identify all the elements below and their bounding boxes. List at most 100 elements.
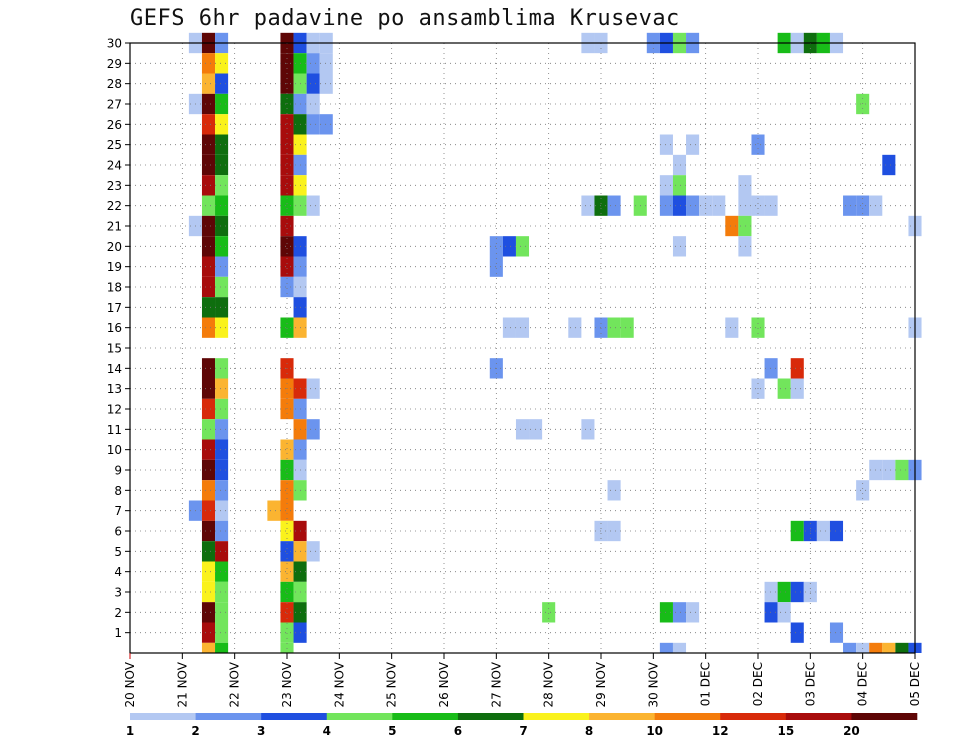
y-tick-label: 26 bbox=[107, 118, 122, 132]
heatmap-cell bbox=[882, 155, 895, 175]
heatmap-cell bbox=[817, 521, 830, 541]
x-tick-label: 05 DEC bbox=[908, 662, 922, 706]
heatmap-cell bbox=[202, 53, 215, 73]
heatmap-cell bbox=[215, 216, 228, 236]
heatmap-cell bbox=[307, 541, 320, 561]
heatmap-cell bbox=[202, 155, 215, 175]
colorbar-label: 1 bbox=[126, 724, 134, 738]
heatmap-cell bbox=[202, 501, 215, 521]
y-tick-label: 2 bbox=[114, 606, 122, 620]
heatmap-cell bbox=[215, 399, 228, 419]
heatmap-cell bbox=[280, 135, 293, 155]
heatmap-cell bbox=[202, 419, 215, 439]
y-tick-label: 11 bbox=[107, 423, 122, 437]
x-tick-label: 27 NOV bbox=[489, 661, 503, 707]
heatmap-cell bbox=[202, 175, 215, 195]
x-tick-label: 02 DEC bbox=[751, 662, 765, 706]
heatmap-cell bbox=[778, 379, 791, 399]
heatmap-cell bbox=[280, 155, 293, 175]
colorbar-label: 20 bbox=[843, 724, 860, 738]
y-tick-label: 5 bbox=[114, 545, 122, 559]
heatmap-cell bbox=[673, 155, 686, 175]
heatmap-cell bbox=[791, 358, 804, 378]
colorbar-label: 8 bbox=[585, 724, 593, 738]
colorbar-label: 6 bbox=[454, 724, 462, 738]
plot-frame bbox=[130, 43, 915, 653]
y-tick-label: 3 bbox=[114, 586, 122, 600]
heatmap-cell bbox=[215, 277, 228, 297]
colorbar-swatch bbox=[720, 713, 786, 720]
heatmap-cell bbox=[686, 602, 699, 622]
heatmap-cells bbox=[189, 33, 922, 653]
heatmap-cell bbox=[202, 358, 215, 378]
colorbar-swatch bbox=[786, 713, 852, 720]
heatmap-cell bbox=[307, 419, 320, 439]
x-tick-label: 21 NOV bbox=[175, 661, 189, 707]
y-tick-label: 14 bbox=[107, 362, 122, 376]
heatmap-cell bbox=[202, 460, 215, 480]
heatmap-cell bbox=[202, 399, 215, 419]
heatmap-cell bbox=[215, 623, 228, 643]
heatmap-cell bbox=[503, 236, 516, 256]
heatmap-cell bbox=[882, 460, 895, 480]
y-tick-label: 17 bbox=[107, 301, 122, 315]
y-tick-label: 21 bbox=[107, 220, 122, 234]
heatmap-cell bbox=[280, 602, 293, 622]
heatmap-cell bbox=[778, 582, 791, 602]
heatmap-cell bbox=[280, 460, 293, 480]
y-tick-label: 20 bbox=[107, 240, 122, 254]
heatmap-cell bbox=[215, 358, 228, 378]
x-tick-label: 24 NOV bbox=[332, 661, 346, 707]
heatmap-cell bbox=[215, 94, 228, 114]
heatmap-cell bbox=[215, 419, 228, 439]
heatmap-cell bbox=[581, 196, 594, 216]
colorbar-label: 7 bbox=[519, 724, 527, 738]
heatmap-cell bbox=[673, 236, 686, 256]
heatmap-cell bbox=[712, 196, 725, 216]
y-tick-label: 1 bbox=[114, 626, 122, 640]
x-tick-label: 28 NOV bbox=[542, 661, 556, 707]
y-tick-label: 24 bbox=[107, 159, 122, 173]
grid-lines bbox=[130, 43, 915, 653]
heatmap-cell bbox=[725, 318, 738, 338]
heatmap-cell bbox=[725, 216, 738, 236]
heatmap-cell bbox=[215, 480, 228, 500]
y-axis: 1234567891011121314151617181920212223242… bbox=[107, 37, 130, 641]
heatmap-cell bbox=[791, 521, 804, 541]
heatmap-cell bbox=[202, 379, 215, 399]
heatmap-cell bbox=[280, 318, 293, 338]
heatmap-cell bbox=[307, 114, 320, 134]
heatmap-cell bbox=[215, 236, 228, 256]
heatmap-cell bbox=[621, 318, 634, 338]
heatmap-cell bbox=[686, 196, 699, 216]
heatmap-cell bbox=[307, 53, 320, 73]
heatmap-cell bbox=[202, 74, 215, 94]
y-tick-label: 30 bbox=[107, 37, 122, 51]
y-tick-label: 19 bbox=[107, 260, 122, 274]
heatmap-cell bbox=[215, 602, 228, 622]
colorbar-swatch bbox=[655, 713, 721, 720]
heatmap-cell bbox=[202, 135, 215, 155]
heatmap-cell bbox=[215, 155, 228, 175]
colorbar-swatch bbox=[458, 713, 524, 720]
colorbar-swatch bbox=[196, 713, 262, 720]
y-tick-label: 18 bbox=[107, 281, 122, 295]
y-tick-label: 27 bbox=[107, 98, 122, 112]
heatmap-cell bbox=[673, 196, 686, 216]
colorbar-label: 15 bbox=[777, 724, 794, 738]
heatmap-cell bbox=[215, 643, 228, 653]
heatmap-cell bbox=[267, 501, 280, 521]
heatmap-cell bbox=[215, 175, 228, 195]
heatmap-cell bbox=[280, 643, 293, 653]
heatmap-cell bbox=[581, 419, 594, 439]
heatmap-cell bbox=[516, 419, 529, 439]
heatmap-cell bbox=[215, 440, 228, 460]
colorbar-swatch bbox=[327, 713, 393, 720]
heatmap-cell bbox=[202, 277, 215, 297]
heatmap-cell bbox=[215, 541, 228, 561]
heatmap-cell bbox=[280, 440, 293, 460]
x-axis: 20 NOV 21 NOV 22 NOV 23 NOV 24 NOV 25 NOV 26 N… bbox=[123, 653, 922, 708]
heatmap-cell bbox=[202, 521, 215, 541]
colorbar-swatch bbox=[392, 713, 458, 720]
heatmap-cell bbox=[202, 94, 215, 114]
